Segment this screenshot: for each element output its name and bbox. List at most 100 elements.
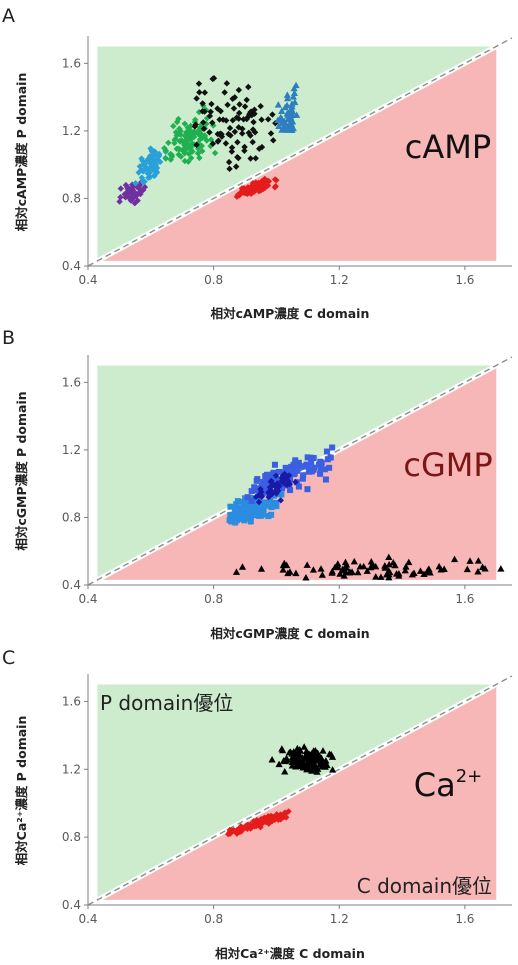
data-point	[214, 130, 221, 138]
data-point	[251, 106, 258, 113]
y-tick-label: 1.6	[62, 56, 81, 70]
data-point	[377, 573, 385, 580]
data-point	[244, 494, 251, 501]
data-point	[338, 565, 347, 573]
data-point	[176, 138, 184, 145]
data-point	[226, 165, 233, 173]
chart-annotation: cAMP	[405, 128, 491, 166]
data-point	[226, 124, 234, 132]
data-point	[211, 149, 219, 157]
data-point	[135, 169, 142, 176]
data-point	[274, 101, 282, 108]
data-point	[276, 482, 283, 490]
data-point	[329, 444, 336, 451]
data-point	[248, 108, 255, 115]
data-point	[199, 100, 206, 107]
data-point	[260, 506, 267, 513]
data-point	[286, 568, 294, 575]
data-point	[247, 155, 254, 162]
data-point	[248, 488, 255, 495]
data-point	[265, 488, 273, 496]
data-point	[323, 448, 330, 455]
x-tick-label: 0.8	[204, 912, 223, 926]
data-point	[138, 174, 146, 181]
data-point	[265, 116, 272, 123]
data-point	[283, 91, 291, 98]
data-point	[241, 517, 248, 524]
data-point	[328, 766, 337, 773]
data-point	[317, 758, 325, 765]
data-point	[238, 504, 245, 511]
y-tick-label: 0.8	[62, 510, 81, 524]
identity-line	[87, 675, 513, 906]
data-point	[214, 105, 221, 112]
data-point	[200, 119, 207, 126]
data-point	[147, 145, 154, 152]
data-point	[235, 109, 243, 117]
data-point	[162, 155, 169, 162]
data-point	[306, 468, 313, 475]
data-point	[235, 154, 242, 162]
data-point	[187, 154, 195, 162]
data-point	[280, 125, 288, 132]
data-point	[267, 130, 275, 137]
data-point	[232, 568, 241, 575]
data-point	[216, 116, 223, 123]
y-tick-label: 0.4	[62, 898, 81, 912]
panel-a: 0.4 0.8 1.2 1.6 0.4 0.8 1.2 1.6 相対cAMP濃度 C domai…	[2, 5, 514, 321]
data-point	[268, 756, 276, 763]
data-point	[252, 487, 259, 494]
data-point	[193, 95, 200, 102]
data-point	[340, 572, 348, 579]
data-point	[219, 116, 227, 123]
data-point	[195, 127, 202, 134]
data-point	[257, 565, 266, 572]
identity-line	[87, 37, 513, 267]
y-tick-label: 1.6	[62, 694, 81, 708]
data-point	[286, 480, 293, 488]
data-point	[255, 495, 262, 502]
data-point	[272, 487, 279, 495]
data-point	[291, 749, 299, 757]
data-point	[278, 491, 285, 498]
x-tick-label: 1.2	[330, 912, 349, 926]
data-point	[251, 129, 259, 136]
data-point	[341, 558, 350, 566]
data-point	[184, 124, 191, 131]
data-point	[149, 164, 156, 171]
data-point	[252, 155, 259, 162]
data-point	[121, 191, 128, 198]
data-point	[275, 816, 282, 823]
data-point	[275, 468, 282, 475]
p-domain-dominant-label: P domain優位	[100, 691, 233, 715]
data-point	[146, 159, 154, 166]
data-point	[238, 511, 245, 518]
data-point	[385, 560, 393, 568]
data-point	[251, 823, 258, 830]
y-tick-label: 1.2	[62, 124, 81, 138]
data-point	[271, 184, 279, 191]
data-point	[292, 457, 299, 464]
data-point	[257, 491, 265, 499]
data-point	[270, 469, 277, 476]
data-point	[367, 557, 375, 565]
data-point	[416, 567, 425, 574]
data-point	[250, 817, 257, 825]
data-point	[463, 565, 471, 573]
data-point	[336, 570, 344, 577]
data-point	[302, 747, 311, 755]
data-point	[273, 503, 280, 510]
data-point	[251, 484, 258, 491]
data-point	[277, 497, 284, 504]
data-point	[244, 823, 251, 830]
data-point	[241, 103, 249, 110]
data-point	[289, 467, 296, 474]
data-point	[235, 86, 243, 94]
series-2	[252, 470, 299, 506]
data-point	[274, 116, 282, 123]
data-point	[325, 750, 334, 757]
data-point	[260, 818, 267, 825]
data-point	[255, 498, 263, 506]
data-point	[254, 476, 261, 483]
data-point	[177, 127, 184, 135]
